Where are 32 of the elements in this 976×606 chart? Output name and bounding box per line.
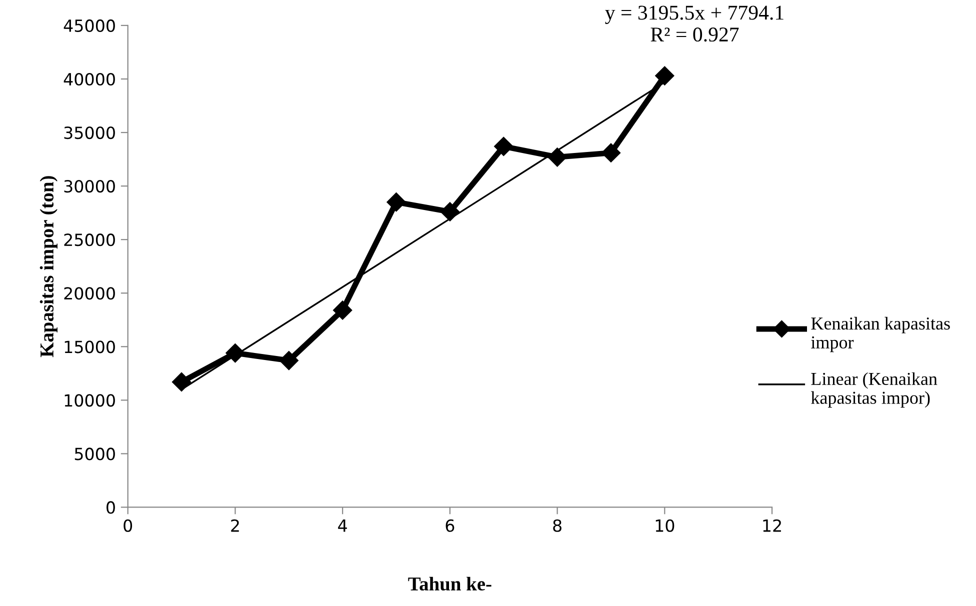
point — [333, 300, 352, 320]
annotation: y = 3195.5x + 7794.1 R² = 0.927 — [605, 6, 784, 42]
y-tick-label: 35000 — [64, 126, 115, 140]
x-axis-title: Tahun ke- — [408, 576, 492, 591]
y-tick-label: 5000 — [74, 448, 115, 460]
point — [279, 351, 298, 370]
x-tick-label: 4 — [338, 520, 347, 532]
point — [548, 148, 567, 167]
x-tick-label: 10 — [656, 519, 674, 532]
y-tick-label: 20000 — [64, 287, 115, 300]
point — [386, 192, 406, 212]
y-tick-label: 15000 — [64, 340, 115, 354]
point — [440, 202, 460, 222]
x-tick-label: 0 — [124, 519, 132, 532]
point — [172, 372, 192, 392]
x-tick-label: 6 — [446, 519, 454, 532]
point — [494, 136, 514, 156]
y-axis-title: Kapasitas impor (ton) — [40, 176, 58, 358]
x-tick-label: 12 — [763, 519, 781, 532]
y-tick-label: 25000 — [64, 234, 115, 246]
y-tick-label: 10000 — [64, 394, 115, 407]
point — [601, 143, 621, 162]
y-tick-label: 45000 — [64, 19, 115, 32]
y-tick-label: 0 — [106, 501, 115, 514]
legend-label: Kenaikan kapasitas impor — [811, 316, 950, 352]
y-tick-label: 30000 — [64, 180, 115, 193]
legend-label: Linear (Kenaikan kapasitas impor) — [811, 372, 938, 408]
point — [226, 344, 245, 363]
x-tick-label: 2 — [231, 519, 239, 532]
y-tick-label: 40000 — [64, 72, 115, 86]
point — [655, 66, 674, 86]
x-tick-label: 8 — [553, 519, 562, 532]
